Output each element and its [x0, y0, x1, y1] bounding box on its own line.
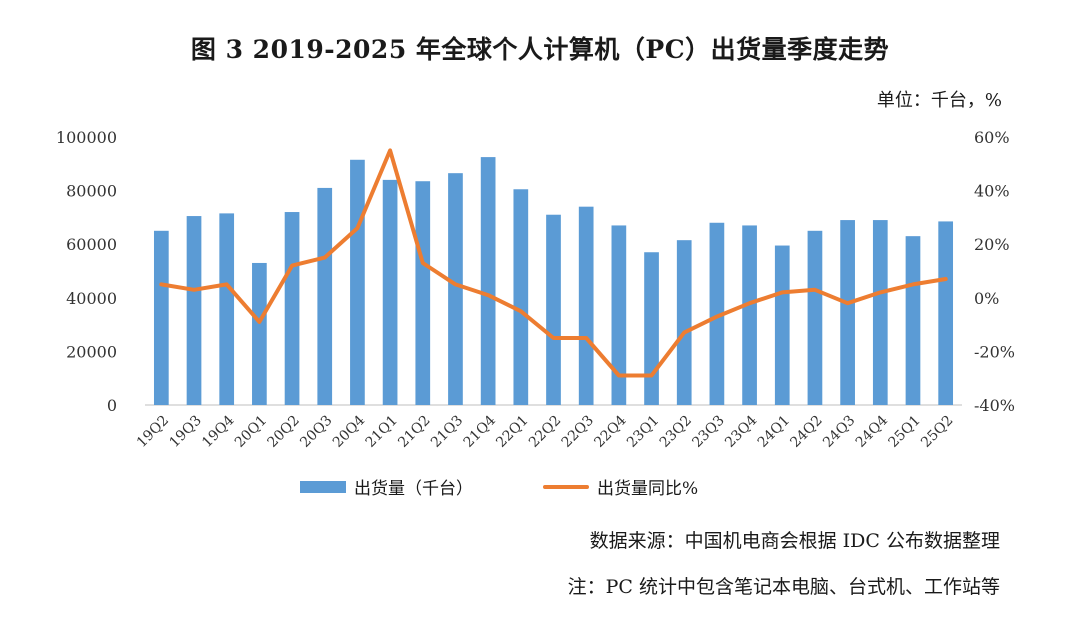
bar	[317, 187, 333, 405]
bar	[611, 225, 627, 405]
x-tick-label: 23Q2	[657, 413, 695, 451]
y-left-tick-label: 60000	[66, 235, 117, 254]
legend-label-bar: 出货量（千台）	[354, 479, 473, 499]
bar	[284, 212, 300, 405]
y-axis-right: -40% -20% 0% 20% 40% 60%	[974, 128, 1015, 415]
bar	[676, 240, 692, 405]
x-tick-label: 21Q4	[461, 412, 499, 450]
bar	[153, 230, 169, 405]
chart-title: 图 3 2019-2025 年全球个人计算机（PC）出货量季度走势	[190, 35, 890, 64]
bar	[546, 214, 561, 405]
x-tick-label: 22Q1	[493, 413, 531, 451]
x-axis-labels: 19Q219Q319Q420Q120Q220Q320Q421Q121Q221Q3…	[134, 412, 957, 450]
bar	[186, 216, 202, 405]
bar	[840, 220, 855, 405]
legend-swatch-line	[543, 484, 589, 489]
source-note: 数据来源：中国机电商会根据 IDC 公布数据整理	[589, 530, 1000, 552]
x-tick-label: 20Q4	[330, 412, 368, 450]
x-tick-label: 22Q4	[591, 412, 629, 450]
bar	[480, 157, 496, 405]
bar	[709, 222, 725, 405]
y-right-tick-label: 60%	[974, 128, 1010, 147]
x-tick-label: 21Q3	[428, 413, 466, 451]
x-tick-label: 21Q2	[395, 413, 433, 451]
bar	[644, 252, 659, 405]
bar	[513, 189, 529, 405]
x-tick-label: 22Q2	[526, 413, 564, 451]
x-tick-label: 25Q2	[918, 413, 956, 451]
x-tick-label: 24Q3	[820, 413, 858, 451]
x-tick-label: 22Q3	[559, 413, 597, 451]
y-axis-left: 0 20000 40000 60000 80000 100000	[56, 128, 117, 415]
legend-label-line: 出货量同比%	[597, 479, 699, 499]
bar	[350, 159, 365, 405]
footnote: 注：PC 统计中包含笔记本电脑、台式机、工作站等	[567, 576, 1000, 598]
y-left-tick-label: 40000	[66, 289, 117, 308]
legend-swatch-bar	[300, 480, 346, 493]
bar	[219, 213, 235, 405]
bar	[252, 262, 267, 405]
x-tick-label: 23Q1	[624, 413, 662, 451]
bar	[905, 236, 921, 405]
y-left-tick-label: 100000	[56, 128, 117, 147]
x-tick-label: 24Q2	[787, 413, 825, 451]
y-right-tick-label: -40%	[974, 396, 1015, 415]
legend: 出货量（千台） 出货量同比%	[300, 474, 698, 499]
x-tick-label: 23Q4	[722, 412, 760, 450]
bar	[415, 181, 431, 405]
x-tick-label: 20Q1	[232, 413, 270, 451]
y-right-tick-label: 40%	[974, 182, 1010, 201]
line-series	[159, 148, 948, 378]
bar	[578, 206, 594, 405]
x-tick-label: 23Q3	[689, 413, 727, 451]
bar	[382, 179, 398, 405]
bar	[774, 245, 790, 405]
unit-label: 单位：千台，%	[876, 90, 1002, 111]
bar-series	[153, 157, 954, 405]
bar	[742, 225, 757, 405]
legend-item-bar: 出货量（千台）	[300, 474, 473, 499]
y-left-tick-label: 20000	[66, 342, 117, 361]
bar	[872, 220, 888, 405]
x-tick-label: 25Q1	[885, 413, 923, 451]
x-tick-label: 24Q1	[755, 413, 793, 451]
x-tick-label: 20Q3	[297, 413, 335, 451]
x-tick-label: 19Q3	[167, 413, 205, 451]
bar	[938, 221, 954, 405]
y-right-tick-label: 20%	[974, 235, 1010, 254]
x-tick-label: 19Q2	[134, 413, 172, 451]
y-right-tick-label: 0%	[974, 289, 999, 308]
x-tick-label: 20Q2	[265, 413, 303, 451]
bar	[807, 230, 823, 405]
y-left-tick-label: 80000	[66, 182, 117, 201]
bar	[448, 173, 463, 405]
legend-item-line: 出货量同比%	[543, 474, 698, 499]
x-tick-label: 24Q4	[853, 412, 891, 450]
y-right-tick-label: -20%	[974, 342, 1015, 361]
y-left-tick-label: 0	[107, 396, 117, 415]
x-tick-label: 19Q4	[199, 412, 237, 450]
x-tick-label: 21Q1	[363, 413, 401, 451]
